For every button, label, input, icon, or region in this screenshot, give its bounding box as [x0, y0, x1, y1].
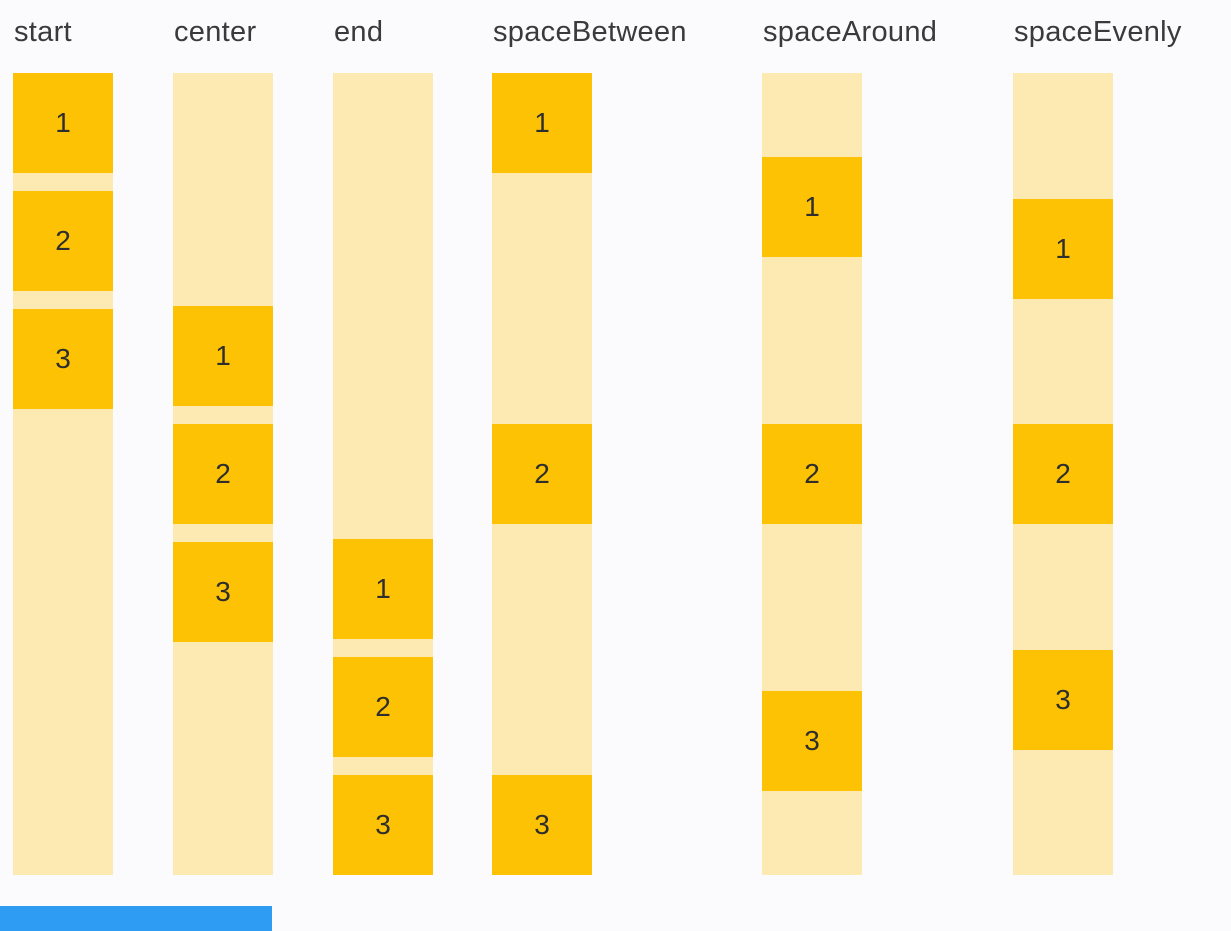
flex-item-box: 2 — [1013, 424, 1113, 524]
item-number: 2 — [534, 458, 550, 489]
item-number: 3 — [375, 809, 391, 840]
item-number: 1 — [534, 107, 550, 138]
flex-item-box: 1 — [333, 539, 433, 639]
alignment-label: spaceAround — [763, 16, 938, 48]
flex-item-box: 3 — [173, 542, 273, 642]
alignment-label: center — [174, 16, 257, 48]
alignment-label: spaceEvenly — [1014, 16, 1182, 48]
item-number: 1 — [804, 190, 820, 222]
flex-track: 1 2 3 — [173, 73, 273, 875]
item-number: 2 — [1055, 458, 1071, 489]
item-number: 1 — [215, 340, 231, 371]
item-number: 1 — [375, 573, 391, 604]
item-number: 3 — [534, 809, 550, 840]
alignment-label: spaceBetween — [493, 16, 687, 48]
flex-track: 1 2 3 — [333, 73, 433, 875]
flex-item-box: 1 — [1013, 198, 1113, 299]
item-number: 3 — [804, 725, 820, 757]
alignment-label: start — [14, 16, 72, 48]
flex-item-box: 3 — [1013, 649, 1113, 750]
flex-item-box: 3 — [13, 309, 113, 409]
flex-item-box: 2 — [333, 657, 433, 757]
flex-track: 1 2 3 — [762, 73, 862, 875]
flex-track: 1 2 3 — [1013, 73, 1113, 875]
flex-item-box: 1 — [762, 156, 862, 257]
item-number: 2 — [55, 225, 71, 256]
item-number: 2 — [375, 691, 391, 722]
flex-item-box: 1 — [13, 73, 113, 173]
item-number: 3 — [55, 343, 71, 374]
item-number: 1 — [1055, 232, 1071, 264]
flex-track: 1 2 3 — [492, 73, 592, 875]
item-number: 1 — [55, 107, 71, 138]
item-number: 3 — [1055, 683, 1071, 715]
alignment-label: end — [334, 16, 384, 48]
item-number: 3 — [215, 576, 231, 607]
flex-item-box: 2 — [13, 191, 113, 291]
flex-item-box: 3 — [333, 775, 433, 875]
video-progress-bar[interactable] — [0, 906, 272, 931]
item-number: 2 — [215, 458, 231, 489]
flex-item-box: 1 — [173, 306, 273, 406]
flex-item-box: 2 — [173, 424, 273, 524]
flex-item-box: 3 — [762, 691, 862, 792]
item-number: 2 — [804, 457, 820, 489]
flex-item-box: 2 — [492, 424, 592, 524]
flex-item-box: 2 — [762, 423, 862, 524]
flex-item-box: 3 — [492, 775, 592, 875]
flex-track: 1 2 3 — [13, 73, 113, 875]
flex-item-box: 1 — [492, 73, 592, 173]
